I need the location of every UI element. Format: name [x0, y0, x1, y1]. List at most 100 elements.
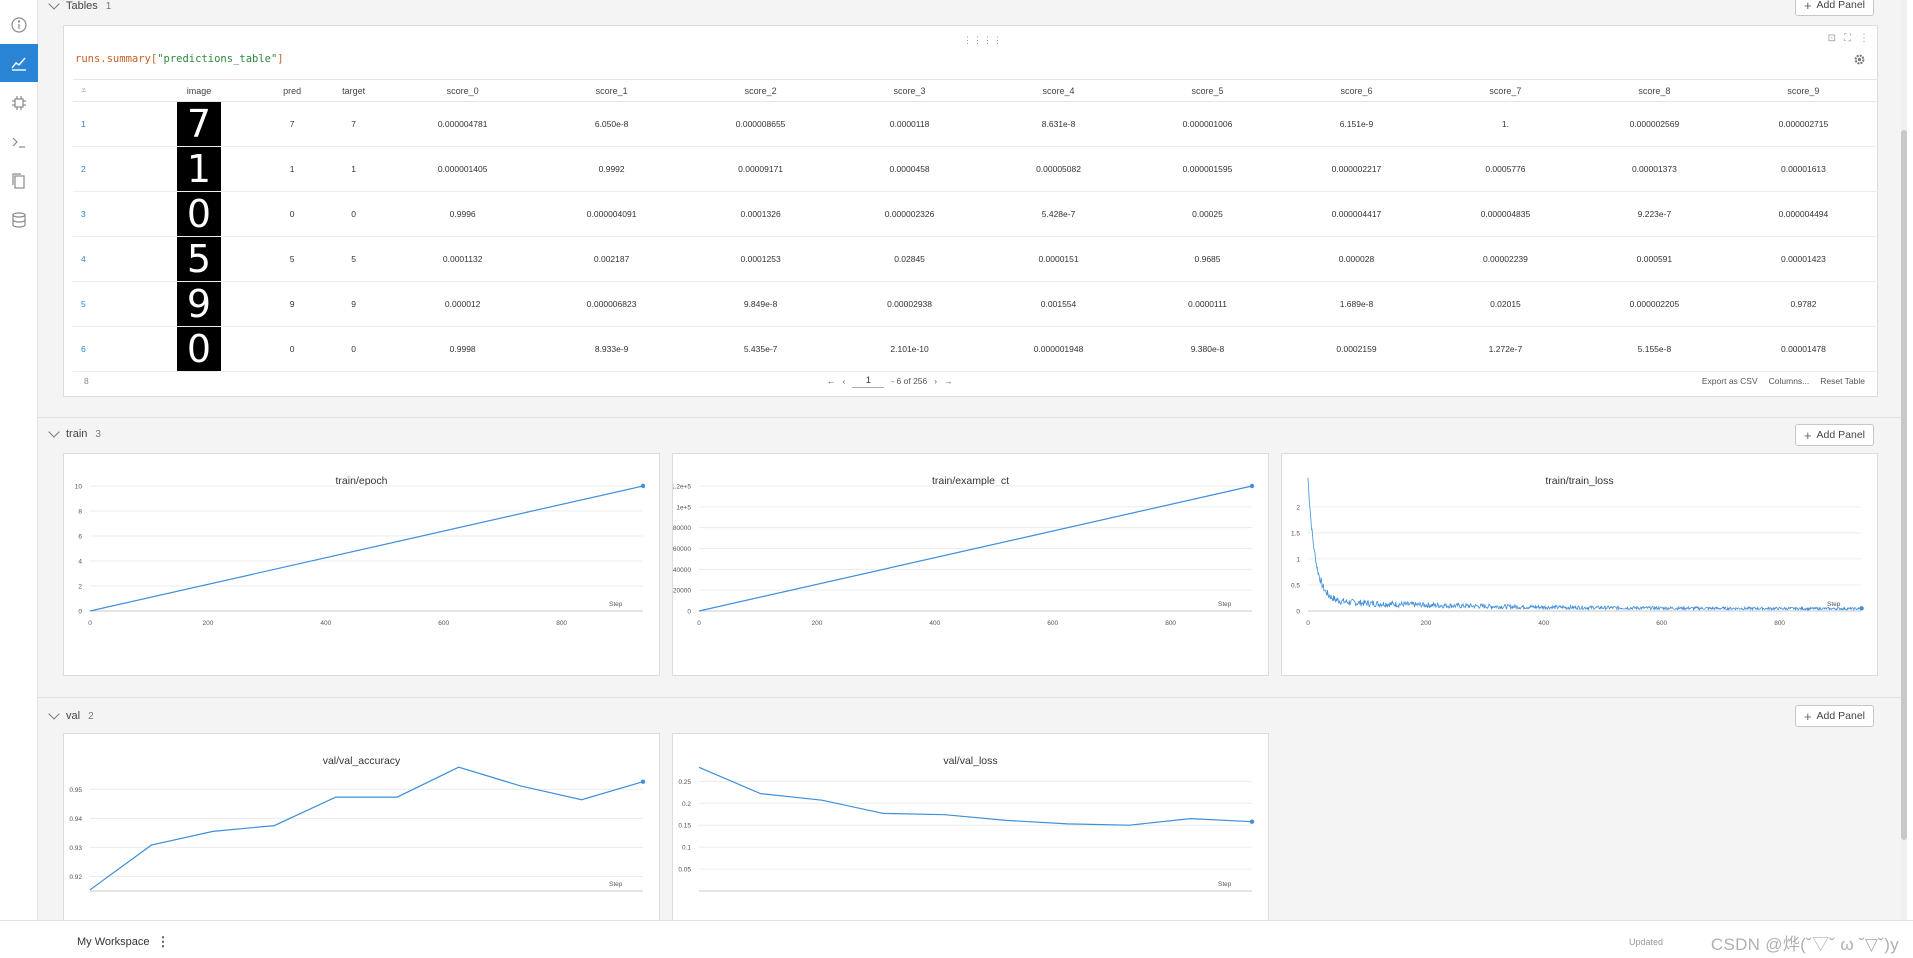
x-tick-label: 0 [1306, 620, 1310, 627]
more-vertical-icon[interactable]: ⋮ [156, 934, 170, 949]
chevron-down-icon[interactable] [48, 426, 60, 438]
column-header[interactable]: score_1 [537, 79, 687, 102]
chevron-down-icon[interactable] [48, 708, 60, 720]
chart-plot: 0.05 0.1 0.15 0.2 0.25 Step [678, 766, 1255, 892]
y-tick-label: 0 [1296, 609, 1300, 616]
info-icon[interactable] [0, 6, 38, 44]
score-cell: 0.000002326 [835, 191, 985, 237]
database-icon[interactable] [0, 201, 38, 239]
reset-table-button[interactable]: Reset Table [1820, 376, 1865, 386]
pred-cell: 7 [265, 101, 320, 147]
add-panel-button[interactable]: + Add Panel [1794, 0, 1874, 16]
x-tick-label: 400 [320, 620, 331, 627]
query-prefix: runs.summary[ [75, 53, 158, 65]
digit-image[interactable]: 5 [177, 237, 222, 281]
column-header[interactable]: score_8 [1579, 79, 1729, 102]
digit-image[interactable]: 0 [177, 327, 222, 371]
column-header[interactable]: score_6 [1281, 79, 1431, 102]
score-cell: 0.000001006 [1133, 101, 1282, 147]
first-page-icon[interactable]: ← [827, 375, 836, 386]
row-number-link[interactable]: 5 [73, 281, 133, 327]
row-number-link[interactable]: 6 [73, 326, 133, 372]
chart-title: train/epoch [335, 475, 388, 487]
page-input[interactable] [852, 373, 885, 388]
chart-panel-train-loss: train/train_loss 0 0.5 1 1.5 2 0 200 400 600 800 St… [1281, 453, 1878, 676]
table-row[interactable]: 5 9 9 9 0.000012 0.000006823 9.849e-8 0.0000293… [73, 281, 1878, 327]
y-tick-label: 8 [78, 509, 82, 516]
table-panel: ⋮⋮⋮⋮ ⊡ ⛶ ⋮ runs.summary["predictions_tab… [63, 25, 1878, 397]
score-cell: 0.9996 [388, 191, 538, 237]
target-cell: 5 [319, 236, 389, 282]
plus-icon: + [1803, 0, 1812, 13]
x-tick-label: 800 [1774, 620, 1785, 627]
prev-page-icon[interactable]: ‹ [842, 375, 846, 386]
table-row[interactable]: 1 7 7 7 0.000004781 6.050e-8 0.000008655 0.0000… [73, 101, 1878, 147]
fullscreen-icon[interactable]: ⛶ [1844, 33, 1851, 44]
score-cell: 5.435e-7 [686, 326, 836, 372]
more-icon[interactable]: ⋮ [1859, 33, 1869, 44]
table-row[interactable]: 2 1 1 1 0.000001405 0.9992 0.00009171 0.0000458… [73, 146, 1878, 192]
column-header[interactable]: score_9 [1728, 79, 1878, 102]
scrollbar-thumb[interactable] [1901, 130, 1907, 840]
columns-button[interactable]: Columns... [1768, 376, 1810, 386]
series-end-point [1249, 819, 1255, 824]
lock-icon[interactable]: ⊡ [1827, 33, 1836, 44]
table-row[interactable]: 4 5 5 5 0.0001132 0.002187 0.0001253 0.02845 0.0… [73, 236, 1878, 282]
chart-panel-train-epoch: train/epoch 0 2 4 6 8 10 0 200 400 600 800 Step [63, 453, 660, 676]
row-number-link[interactable]: 4 [73, 236, 133, 282]
y-tick-label: 0 [78, 609, 82, 616]
score-cell: 1.689e-8 [1281, 281, 1431, 327]
score-cell: 0.000002715 [1728, 101, 1878, 147]
add-panel-button[interactable]: + Add Panel [1794, 705, 1874, 727]
digit-image[interactable]: 1 [177, 147, 222, 191]
column-header[interactable]: score_0 [388, 79, 538, 102]
table-row[interactable]: 3 0 0 0 0.9996 0.000004091 0.0001326 0.00000232… [73, 191, 1878, 237]
drag-handle-icon[interactable]: ⋮⋮⋮⋮ [963, 35, 1003, 45]
score-cell: 0.9685 [1133, 236, 1282, 282]
y-tick-label: 1.5 [1291, 530, 1300, 537]
column-header[interactable]: score_4 [984, 79, 1134, 102]
export-csv-button[interactable]: Export as CSV [1701, 376, 1758, 386]
query-expression[interactable]: runs.summary["predictions_table"] [75, 53, 284, 65]
last-page-icon[interactable]: → [944, 375, 953, 386]
pred-cell: 0 [265, 326, 320, 372]
chevron-down-icon[interactable] [48, 0, 60, 10]
column-header[interactable]: target [319, 79, 389, 102]
next-page-icon[interactable]: › [934, 375, 938, 386]
workspace-switcher[interactable]: My Workspace ⋮ [77, 934, 170, 950]
watermark: CSDN @烨(˘▽˘ ω ˘▽˘)y [1710, 935, 1899, 954]
val-section-header[interactable]: val 2 [48, 708, 94, 722]
filter-icon[interactable]: ⩡ [73, 79, 133, 102]
column-header[interactable]: score_3 [835, 79, 985, 102]
terminal-icon[interactable] [0, 123, 38, 161]
table-body: 1 7 7 7 0.000004781 6.050e-8 0.000008655 0.0000… [73, 101, 1878, 372]
digit-image[interactable]: 9 [177, 282, 222, 326]
chip-icon[interactable] [0, 84, 38, 122]
column-header[interactable]: score_7 [1430, 79, 1580, 102]
target-cell: 7 [319, 101, 389, 147]
add-panel-button[interactable]: + Add Panel [1794, 424, 1874, 446]
chart-icon[interactable] [0, 44, 38, 82]
score-cell: 0.0005776 [1430, 146, 1580, 192]
gear-icon[interactable] [1853, 53, 1866, 66]
column-header[interactable]: image [133, 79, 266, 102]
train-section-header[interactable]: train 3 [48, 426, 101, 440]
row-number-link[interactable]: 3 [73, 191, 133, 237]
column-header[interactable]: score_5 [1133, 79, 1282, 102]
column-header[interactable]: score_2 [686, 79, 836, 102]
x-tick-label: 0 [697, 620, 701, 627]
column-header[interactable]: pred [265, 79, 320, 102]
table-row[interactable]: 6 0 0 0 0.9998 8.933e-9 5.435e-7 2.101e-10 0.000… [73, 326, 1878, 372]
scrollbar[interactable] [1901, 0, 1907, 920]
row-number-link[interactable]: 2 [73, 146, 133, 192]
score-cell: 0.000002569 [1579, 101, 1729, 147]
files-icon[interactable] [0, 162, 38, 200]
row-number-link[interactable]: 1 [73, 101, 133, 147]
tables-section-header[interactable]: Tables 1 [48, 0, 111, 12]
y-tick-label: 1e+5 [676, 504, 691, 511]
digit-image[interactable]: 0 [177, 192, 222, 236]
row-count: 8 [84, 376, 89, 386]
chart-panel-train-example-ct: train/example_ct 0 20000 40000 60000 80000 1e+… [672, 453, 1269, 676]
add-panel-label: Add Panel [1816, 0, 1865, 11]
digit-image[interactable]: 7 [177, 102, 222, 146]
